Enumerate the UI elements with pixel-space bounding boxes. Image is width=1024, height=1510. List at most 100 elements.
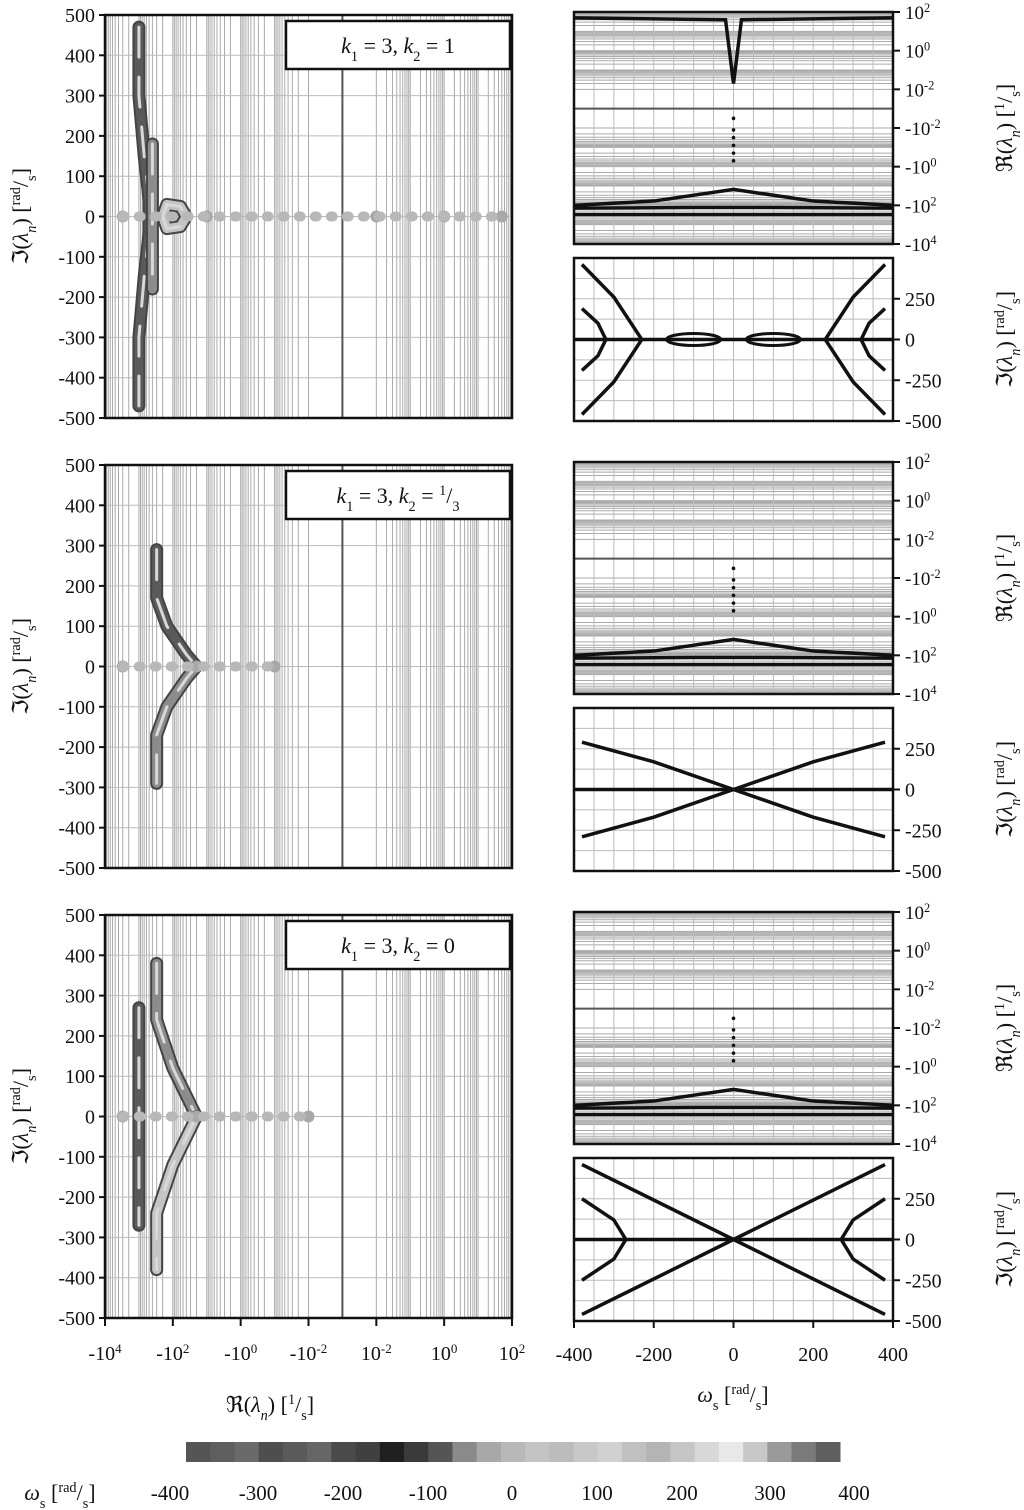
colorbar-tick-label: -200 [324, 1481, 363, 1505]
tick-label: -100 [224, 1341, 257, 1366]
colorbar-swatch [428, 1442, 453, 1462]
colorbar-swatch [767, 1442, 793, 1462]
tick-label-part: k [404, 33, 415, 58]
colorbar-tick-label: 0 [507, 1481, 518, 1505]
tick-label-part: n [261, 1408, 268, 1424]
tick-label-part: 10 [361, 1343, 381, 1365]
colorbar-tick-label: -100 [409, 1481, 448, 1505]
tick-label-part: -10 [224, 1343, 251, 1365]
x-tick-label: -400 [556, 1344, 593, 1366]
tick-label-part: -2 [924, 78, 934, 92]
series-line [573, 1087, 894, 1108]
tick-label-part: 4 [115, 1341, 122, 1356]
tick-label-part: / [992, 753, 1017, 760]
tick-label-part: 0 [451, 1341, 458, 1356]
tick-label-part: 1 [346, 499, 353, 515]
tick-label-part: ) [ [992, 560, 1017, 580]
tick-label-part: ) [ [992, 110, 1017, 130]
y-tick-label: -100 [58, 1147, 95, 1169]
tick-label-part: s [713, 1398, 719, 1414]
x-tick-label: -200 [635, 1344, 672, 1366]
tick-label-part: 10 [905, 903, 924, 924]
colorbar-swatch [597, 1442, 623, 1462]
y-tick-label: 0 [905, 1230, 915, 1252]
tick-label-part: / [8, 630, 33, 637]
colorbar-swatch [646, 1442, 671, 1462]
tick-label-part: λ [992, 587, 1017, 598]
root-locus-panel: 500 400 300 200 100 0 -100 -200 -300 -400 -500 ℑ(λn… [8, 455, 514, 880]
tick-label-part: k [404, 933, 415, 958]
tick-label: 102 [905, 901, 930, 924]
colorbar-swatch [452, 1442, 478, 1462]
x-tick-label: 400 [878, 1344, 908, 1366]
y-tick-label: 100 [65, 166, 95, 188]
x-axis-label: ℜ(λn) [1/s] [226, 1392, 314, 1424]
tick-label-part: 1 [992, 1003, 1008, 1010]
y-tick-label: -500 [905, 861, 942, 883]
y-tick-label: -500 [58, 1308, 95, 1330]
y-tick-label: -200 [58, 287, 95, 309]
tick-label-part: ) [ [8, 1105, 33, 1125]
tick-label-part: / [992, 546, 1017, 553]
tick-label-part: / [77, 1480, 84, 1505]
tick-label-part: rad [8, 1087, 24, 1105]
tick-label-part: -2 [924, 528, 934, 542]
colorbar-tick-label: 300 [754, 1481, 786, 1505]
tick-label-part: λ [992, 1256, 1017, 1267]
y-tick-label: 300 [65, 86, 95, 108]
im-panel: 250 0 -250 -500 ℑ(λn) [rad/s] [572, 256, 1024, 433]
tick-label-part: k [399, 483, 410, 508]
y-axis-label: ℑ(λn) [rad/s] [8, 168, 40, 265]
tick-label: -102 [905, 194, 937, 217]
tick-label: -102 [156, 1341, 189, 1366]
tick-label-part: rad [992, 310, 1008, 328]
tick-label-part: λ [992, 1037, 1017, 1048]
tick-label-part: 1 [439, 483, 446, 499]
y-tick-label: -500 [58, 408, 95, 430]
y-tick-label: 200 [65, 576, 95, 598]
locus-branch-highlight [155, 1115, 199, 1272]
series-point [731, 1043, 736, 1048]
tick-label-part: = [416, 483, 439, 508]
tick-label-part: 2 [930, 194, 936, 208]
tick-label-part: / [750, 1382, 757, 1407]
tick-label-part: λ [8, 233, 33, 244]
tick-label-part: s [1008, 298, 1024, 304]
colorbar-swatch [210, 1442, 235, 1462]
tick-label-part: -10 [905, 1096, 930, 1117]
colorbar-swatch [404, 1442, 429, 1462]
tick-label-part: 10 [905, 80, 924, 101]
colorbar-swatch [186, 1442, 211, 1462]
y-tick-label: -300 [58, 1227, 95, 1249]
tick-label-part: = 3, [358, 933, 403, 958]
colorbar-tick-label: 100 [581, 1481, 613, 1505]
tick-label-part: -10 [905, 608, 930, 629]
colorbar-swatch [791, 1442, 817, 1462]
tick-label-part: s [24, 175, 40, 181]
legend-label: k1 = 3, k2 = 1/3 [336, 483, 459, 515]
tick-label-part: 10 [905, 3, 924, 24]
tick-label-part: ] [992, 984, 1017, 991]
tick-label-part: -10 [905, 1135, 930, 1156]
tick-label-part: -10 [905, 1058, 930, 1079]
tick-label-part: 2 [519, 1341, 526, 1356]
tick-label-part: ] [8, 1068, 33, 1075]
series-loop [744, 332, 802, 347]
tick-label-part: ℑ( [992, 1265, 1017, 1288]
y-tick-label: 200 [65, 1026, 95, 1048]
tick-label: 10-2 [361, 1341, 392, 1366]
series-line [581, 740, 886, 839]
series-point [731, 1028, 736, 1032]
tick-label-part: ℜ( [226, 1392, 251, 1417]
tick-label-part: / [295, 1392, 302, 1417]
tick-label: -100 [905, 1056, 937, 1079]
tick-label-part: n [1008, 1030, 1024, 1037]
tick-label-part: ) [ [8, 655, 33, 675]
tick-label: 10-2 [905, 528, 934, 551]
tick-label-part: -2 [924, 978, 934, 992]
tick-label: -102 [905, 644, 937, 667]
tick-label-part: ℑ( [8, 1142, 33, 1165]
series-loop [665, 332, 723, 347]
